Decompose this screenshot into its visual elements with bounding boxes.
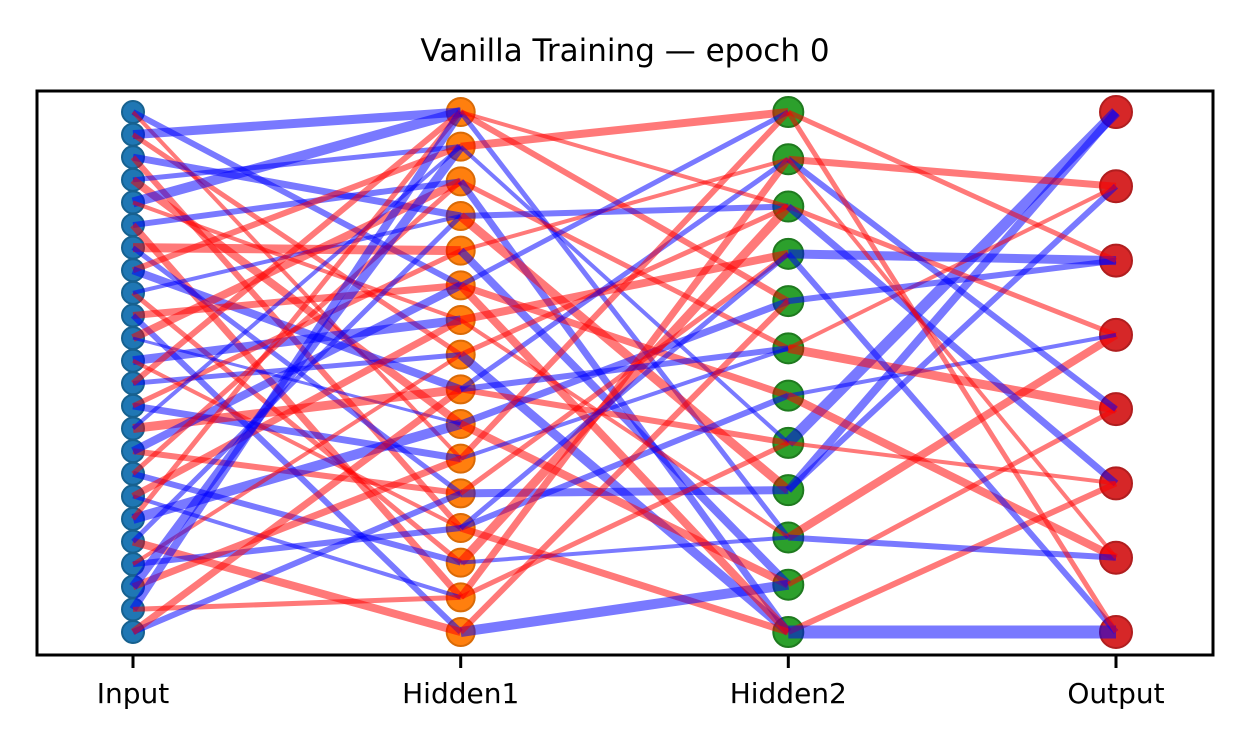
edges-layer [129,107,1120,639]
weight-edge-positive [131,110,463,521]
plot-title: Vanilla Training — epoch 0 [420,33,830,69]
weight-edge-negative [131,214,463,544]
weight-edge-positive [460,157,789,253]
weight-edge-negative [459,157,790,392]
weight-edge-positive [131,177,463,342]
weight-edge-negative [131,419,463,524]
weight-edge-negative [132,144,461,183]
weight-edge-positive [459,440,790,600]
weight-edge-positive [786,110,1119,634]
weight-edge-positive [460,108,789,151]
weight-edge-negative [460,535,789,565]
weight-edge-positive [131,179,463,476]
weight-edge-negative [131,490,462,635]
weight-edge-negative [129,109,465,612]
x-tick-label-hidden1: Hidden1 [402,677,519,710]
weight-edge-negative [132,402,462,463]
weight-edge-positive [131,455,462,591]
weight-edge-negative [788,534,1117,561]
weight-edge-negative [132,525,462,568]
x-tick-label-hidden2: Hidden2 [730,677,847,710]
x-tick-label-input: Input [97,677,170,710]
weight-edge-negative [459,109,790,288]
weight-edge-positive [131,316,463,500]
weight-edge-positive [458,109,791,461]
weight-edge-positive [459,524,790,636]
weight-edge-negative [131,107,463,208]
weight-edge-positive [459,282,790,399]
weight-edge-positive [460,110,789,209]
weight-edge-negative [131,109,463,288]
weight-edge-positive [788,155,1117,190]
weight-edge-negative [460,203,789,219]
weight-edge-negative [787,332,1117,398]
weight-edge-positive [787,343,1117,414]
weight-edge-negative [132,107,462,140]
weight-edge-negative [460,346,789,461]
weight-edge-negative [459,579,790,637]
weight-edge-positive [459,318,790,540]
x-tick-label-output: Output [1067,677,1164,710]
weight-edge-negative [459,251,790,530]
weight-edge-positive [131,143,462,274]
weight-edge-positive [786,158,1118,559]
weight-edge-positive [457,282,792,635]
weight-edge-negative [459,145,790,445]
weight-edge-positive [131,109,463,386]
weight-edge-negative [460,345,789,393]
weight-edge-negative [460,486,789,498]
weight-edge-negative [785,109,1120,493]
weight-edge-positive [788,440,1117,486]
weight-edge-positive [457,203,792,566]
weight-edge-positive [457,212,792,494]
weight-edge-positive [786,392,1118,562]
weight-edge-negative [786,203,1119,487]
weight-edge-positive [130,386,463,635]
weight-edge-negative [786,251,1119,634]
weight-edge-positive [787,109,1118,263]
weight-edge-positive [457,157,792,600]
x-axis: Input Hidden1 Hidden2 Output [97,655,1165,710]
weight-edge-negative [132,315,462,366]
weight-edge-positive [132,358,462,530]
weight-edge-positive [787,480,1118,635]
weight-edge-negative [784,108,1120,447]
